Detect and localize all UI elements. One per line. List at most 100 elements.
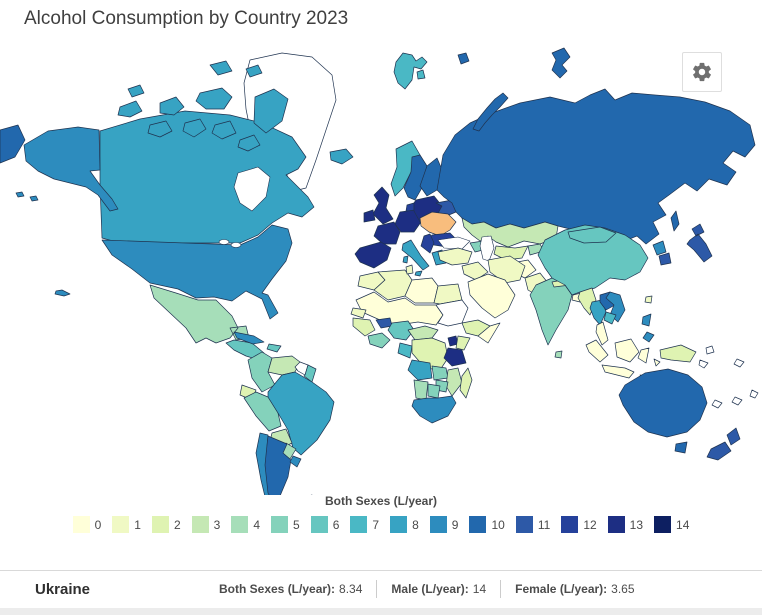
hudson-bay xyxy=(233,166,271,212)
legend-label: 10 xyxy=(491,517,505,532)
region-sudan[interactable] xyxy=(435,299,469,327)
region-france[interactable] xyxy=(373,221,401,245)
region-uzbekistan-turkmenistan[interactable] xyxy=(493,245,529,261)
legend-item: 9 xyxy=(429,516,459,533)
legend-item: 5 xyxy=(271,516,300,533)
region-iran[interactable] xyxy=(487,255,526,284)
region-alaska[interactable] xyxy=(15,126,119,212)
region-india[interactable] xyxy=(529,277,573,346)
region-balkans[interactable] xyxy=(420,233,435,254)
legend-swatch xyxy=(151,516,169,533)
region-algeria[interactable] xyxy=(373,269,413,301)
region-iceland[interactable] xyxy=(329,148,354,165)
region-new-zealand[interactable] xyxy=(706,427,741,461)
region-sakhalin[interactable] xyxy=(670,210,680,232)
region-italy[interactable] xyxy=(401,239,430,277)
region-malaysia[interactable] xyxy=(595,321,609,346)
region-new-guinea[interactable] xyxy=(659,344,697,363)
region-saudi-arabia[interactable] xyxy=(467,273,516,319)
region-kenya[interactable] xyxy=(455,335,471,351)
legend-label: 0 xyxy=(94,517,102,532)
region-zambia[interactable] xyxy=(431,365,449,381)
region-ghana-ivory-coast[interactable] xyxy=(367,332,391,349)
legend-item: 11 xyxy=(515,516,550,533)
region-chukotka-west[interactable] xyxy=(0,124,26,164)
legend-label: 7 xyxy=(372,517,380,532)
region-mongolia[interactable] xyxy=(567,226,617,244)
region-franz-josef-land[interactable] xyxy=(457,52,470,65)
color-legend: Both Sexes (L/year) 0 1 2 3 4 5 6 7 8 9 10 11 12 13 14 xyxy=(0,494,762,533)
region-gabon-congo[interactable] xyxy=(397,342,413,359)
stat-both-sexes-label: Both Sexes (L/year): xyxy=(219,582,336,596)
region-argentina[interactable] xyxy=(264,435,292,495)
legend-label: 14 xyxy=(676,517,690,532)
stat-female-value: 3.65 xyxy=(611,582,635,596)
region-ukraine[interactable] xyxy=(419,211,457,237)
region-cuba[interactable] xyxy=(233,331,265,345)
region-suriname[interactable] xyxy=(303,364,317,383)
region-madagascar[interactable] xyxy=(459,367,473,399)
region-taiwan[interactable] xyxy=(644,295,653,304)
region-guinea[interactable] xyxy=(352,317,376,337)
region-hispaniola[interactable] xyxy=(266,343,282,353)
legend-swatch xyxy=(469,516,487,533)
region-turkey[interactable] xyxy=(437,247,473,266)
region-senegal[interactable] xyxy=(350,307,367,319)
region-severnaya-zemlya[interactable] xyxy=(551,47,571,79)
region-hawaii[interactable] xyxy=(54,289,71,297)
legend-swatch xyxy=(390,516,408,533)
region-japan[interactable] xyxy=(686,223,713,263)
region-united-kingdom[interactable] xyxy=(372,186,394,225)
region-canada-islands[interactable] xyxy=(117,60,289,152)
settings-button[interactable] xyxy=(682,52,722,92)
region-cameroon-car[interactable] xyxy=(407,325,439,341)
legend-swatch xyxy=(72,516,90,533)
region-colombia[interactable] xyxy=(247,351,276,393)
region-pacific-islands[interactable] xyxy=(698,345,759,409)
region-nigeria[interactable] xyxy=(387,320,415,341)
legend-item: 2 xyxy=(151,516,181,533)
region-somalia[interactable] xyxy=(477,322,501,344)
region-mozambique[interactable] xyxy=(445,367,463,397)
region-namibia[interactable] xyxy=(413,379,429,401)
status-bar: Ukraine Both Sexes (L/year): 8.34 Male (… xyxy=(0,570,762,609)
region-philippines[interactable] xyxy=(641,313,655,343)
region-sweden[interactable] xyxy=(403,154,428,201)
caspian-sea xyxy=(479,235,495,262)
bottom-scrollbar-track[interactable] xyxy=(0,608,762,615)
region-cambodia[interactable] xyxy=(603,311,617,325)
legend-label: 8 xyxy=(412,517,419,532)
legend-swatch xyxy=(607,516,625,533)
world-choropleth-map[interactable] xyxy=(0,45,762,495)
region-australia[interactable] xyxy=(618,368,708,454)
legend-swatch xyxy=(271,516,289,533)
region-sri-lanka[interactable] xyxy=(554,350,563,359)
region-spain-portugal[interactable] xyxy=(354,241,392,269)
legend-item: 13 xyxy=(607,516,643,533)
legend-label: 6 xyxy=(332,517,340,532)
region-north-korea[interactable] xyxy=(652,240,667,256)
region-norway[interactable] xyxy=(390,140,421,197)
region-peru[interactable] xyxy=(243,391,282,432)
legend-label: 9 xyxy=(451,517,459,532)
region-denmark[interactable] xyxy=(405,202,415,212)
region-angola[interactable] xyxy=(407,359,433,381)
region-botswana[interactable] xyxy=(427,383,441,399)
region-south-korea[interactable] xyxy=(658,252,672,266)
region-brazil[interactable] xyxy=(267,371,335,456)
stat-male-value: 14 xyxy=(472,582,487,596)
great-lakes xyxy=(218,239,230,245)
region-novaya-zemlya[interactable] xyxy=(472,92,509,132)
region-guyana[interactable] xyxy=(294,361,309,376)
region-south-africa[interactable] xyxy=(411,395,457,424)
region-tanzania[interactable] xyxy=(443,347,467,367)
region-ireland[interactable] xyxy=(363,209,376,223)
region-iraq-syria[interactable] xyxy=(461,261,489,281)
region-svalbard[interactable] xyxy=(393,52,428,90)
region-usa[interactable] xyxy=(101,224,293,320)
legend-item: 12 xyxy=(561,516,597,533)
region-tunisia[interactable] xyxy=(405,264,414,275)
region-uruguay[interactable] xyxy=(289,455,302,468)
stat-male-label: Male (L/year): xyxy=(391,582,469,596)
